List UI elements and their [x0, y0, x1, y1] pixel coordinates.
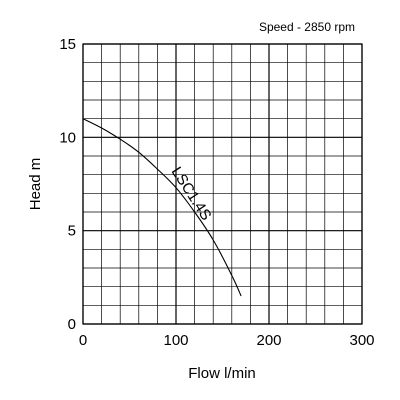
y-tick-label: 0: [68, 316, 76, 333]
series-line-lsc1-4s: [82, 118, 242, 297]
y-tick-label: 5: [68, 223, 76, 240]
y-tick-label: 15: [59, 36, 76, 53]
grid: [82, 43, 363, 325]
y-tick-label: 10: [59, 129, 76, 146]
plot-frame: [82, 43, 363, 325]
x-tick-label: 300: [349, 332, 374, 349]
speed-label: Speed - 2850 rpm: [259, 20, 355, 34]
tick-labels: 0 100 200 300 0 5 10 15: [59, 36, 374, 349]
x-tick-label: 200: [256, 332, 281, 349]
series-label-lsc1-4s: LSC1.4S: [168, 164, 215, 224]
x-tick-label: 0: [79, 332, 87, 349]
y-axis-label: Head m: [27, 158, 44, 211]
x-axis-label: Flow l/min: [188, 365, 256, 382]
x-tick-label: 100: [163, 332, 188, 349]
